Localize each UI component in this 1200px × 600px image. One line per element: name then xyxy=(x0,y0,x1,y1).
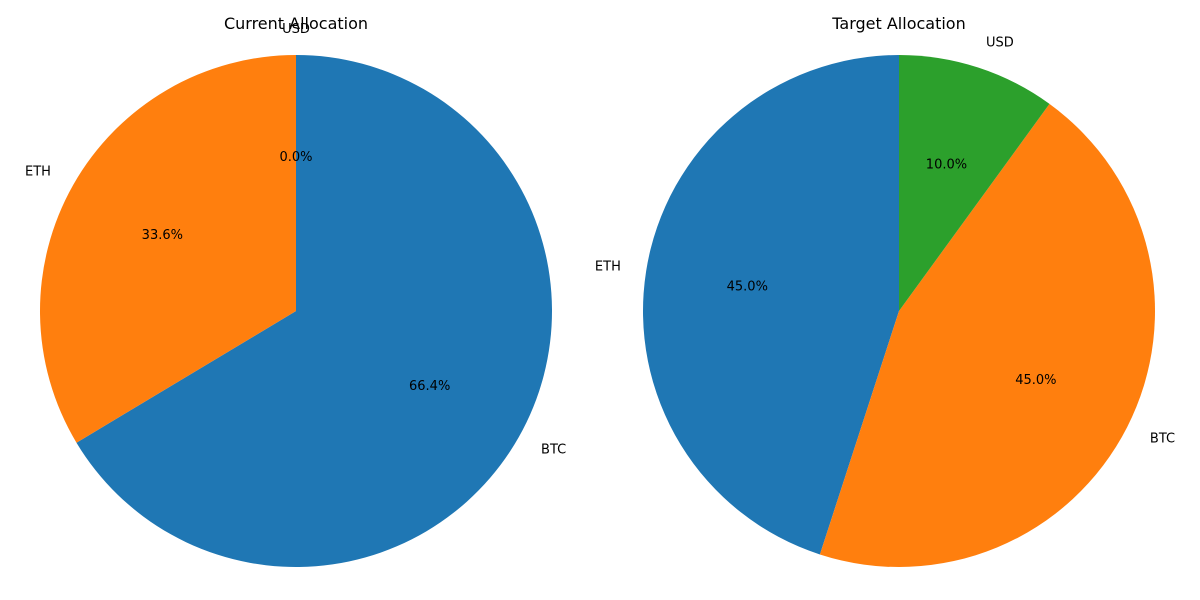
slice-percent-usd: 0.0% xyxy=(279,150,312,165)
slice-label-usd: USD xyxy=(986,36,1014,51)
current-allocation-chart: Current Allocation BTC 66.4% ETH 33.6% USD 0.… xyxy=(25,14,566,568)
slice-percent-btc: 45.0% xyxy=(1015,373,1056,388)
slice-label-usd: USD xyxy=(282,22,310,37)
slice-percent-btc: 66.4% xyxy=(409,379,450,394)
slice-percent-eth: 45.0% xyxy=(727,279,768,294)
pie-slice-eth xyxy=(643,55,899,555)
slice-label-eth: ETH xyxy=(595,259,621,274)
pie-slice-eth xyxy=(39,55,297,443)
pie-slice-btc xyxy=(76,55,552,568)
slice-percent-eth: 33.6% xyxy=(142,228,183,243)
chart-title: Current Allocation xyxy=(224,14,368,33)
pie-slice-btc xyxy=(819,103,1155,567)
slice-label-btc: BTC xyxy=(1150,431,1175,446)
pie-slice-usd xyxy=(899,55,1050,311)
target-allocation-chart: Target Allocation ETH 45.0% BTC 45.0% USD 10.… xyxy=(595,14,1175,567)
slice-percent-usd: 10.0% xyxy=(926,157,967,172)
slice-label-eth: ETH xyxy=(25,165,51,180)
slice-label-btc: BTC xyxy=(541,442,566,457)
chart-title: Target Allocation xyxy=(831,14,965,33)
